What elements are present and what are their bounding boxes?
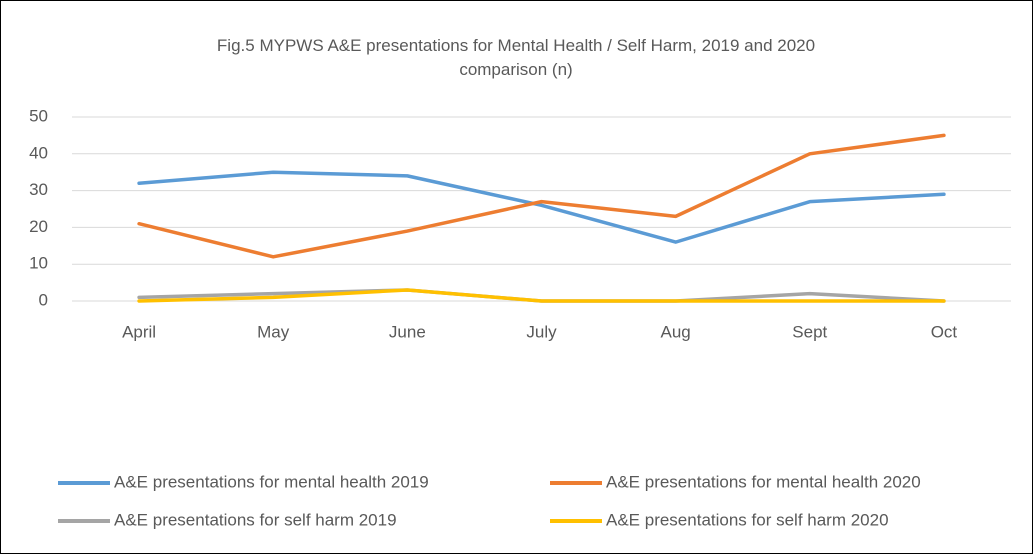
x-tick-label: Sept [792, 322, 827, 341]
legend-label: A&E presentations for self harm 2019 [114, 510, 397, 529]
series-line [137, 170, 946, 244]
y-tick-label: 20 [29, 217, 48, 236]
series-line [137, 288, 946, 303]
x-tick-label: July [526, 322, 557, 341]
y-tick-label: 40 [29, 143, 48, 162]
x-tick-label: June [389, 322, 426, 341]
series-line [137, 133, 946, 259]
y-tick-label: 10 [29, 254, 48, 273]
x-tick-label: Oct [931, 322, 958, 341]
x-tick-label: April [122, 322, 156, 341]
legend-label: A&E presentations for self harm 2020 [606, 510, 889, 529]
chart-title: Fig.5 MYPWS A&E presentations for Mental… [216, 36, 816, 79]
y-tick-label: 30 [29, 180, 48, 199]
x-tick-label: May [257, 322, 290, 341]
y-tick-label: 50 [29, 106, 48, 125]
y-tick-label: 0 [39, 290, 48, 309]
legend-label: A&E presentations for mental health 2020 [606, 472, 921, 491]
legend-label: A&E presentations for mental health 2019 [114, 472, 429, 491]
x-tick-label: Aug [661, 322, 691, 341]
